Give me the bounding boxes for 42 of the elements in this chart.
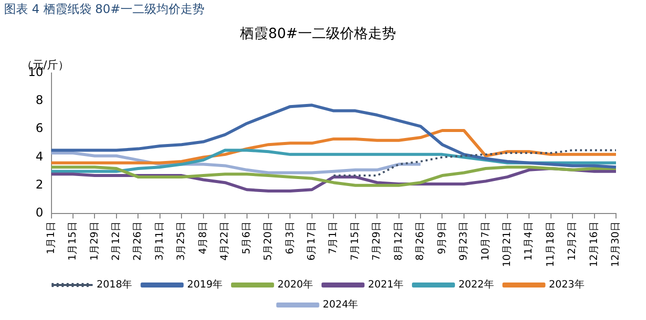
y-tick-label: 8 — [36, 93, 44, 108]
chart-title: 栖霞80#一二级价格走势 — [239, 26, 396, 42]
x-tick-label: 10月21日 — [502, 222, 513, 268]
x-tick-label: 2月26日 — [132, 222, 144, 261]
x-tick-label: 3月11日 — [154, 222, 166, 261]
legend-label: 2024年 — [322, 298, 358, 311]
text: 图表 4 栖霞纸袋 80#一二级均价走势 — [4, 2, 204, 16]
x-tick-label: 11月18日 — [545, 222, 556, 268]
legend-label: 2023年 — [548, 278, 584, 291]
legend-label: 2018年 — [96, 278, 132, 291]
x-tick-label: 7月29日 — [372, 222, 383, 261]
x-tick-label: 5月20日 — [263, 222, 274, 261]
x-tick-label: 8月12日 — [393, 222, 404, 261]
y-tick-label: 0 — [36, 206, 44, 220]
y-tick-label: 6 — [36, 121, 44, 136]
x-tick-label: 12月30日 — [610, 222, 622, 268]
x-tick-label: 4月8日 — [198, 222, 209, 254]
legend-label: 2021年 — [368, 278, 404, 291]
x-tick-label: 9月23日 — [458, 222, 470, 261]
y-tick-label: 4 — [36, 149, 44, 164]
legend-label: 2019年 — [187, 278, 223, 291]
y-tick-label: 2 — [36, 178, 44, 192]
legend-label: 2020年 — [278, 278, 314, 291]
x-tick-label: 2月12日 — [111, 222, 122, 261]
line-series — [332, 149, 617, 177]
x-tick-label: 6月17日 — [306, 222, 318, 261]
x-tick-label: 9月9日 — [436, 222, 448, 254]
x-tick-label: 5月6日 — [241, 222, 252, 254]
legend-label: 2022年 — [458, 278, 494, 291]
x-tick-label: 12月2日 — [567, 222, 578, 261]
x-tick-label: 12月16日 — [588, 222, 600, 268]
x-tick-label: 7月15日 — [350, 222, 361, 261]
x-tick-label: 4月22日 — [220, 222, 231, 261]
x-tick-label: 11月4日 — [524, 222, 535, 261]
x-tick-label: 3月25日 — [176, 222, 188, 261]
x-tick-label: 1月1日 — [46, 222, 57, 254]
x-tick-label: 8月26日 — [415, 222, 426, 261]
x-tick-label: 1月15日 — [68, 222, 79, 261]
x-tick-label: 7月1日 — [328, 222, 340, 254]
x-tick-label: 1月29日 — [89, 222, 100, 261]
x-tick-label: 10月7日 — [480, 222, 492, 261]
x-tick-label: 6月3日 — [284, 222, 296, 254]
